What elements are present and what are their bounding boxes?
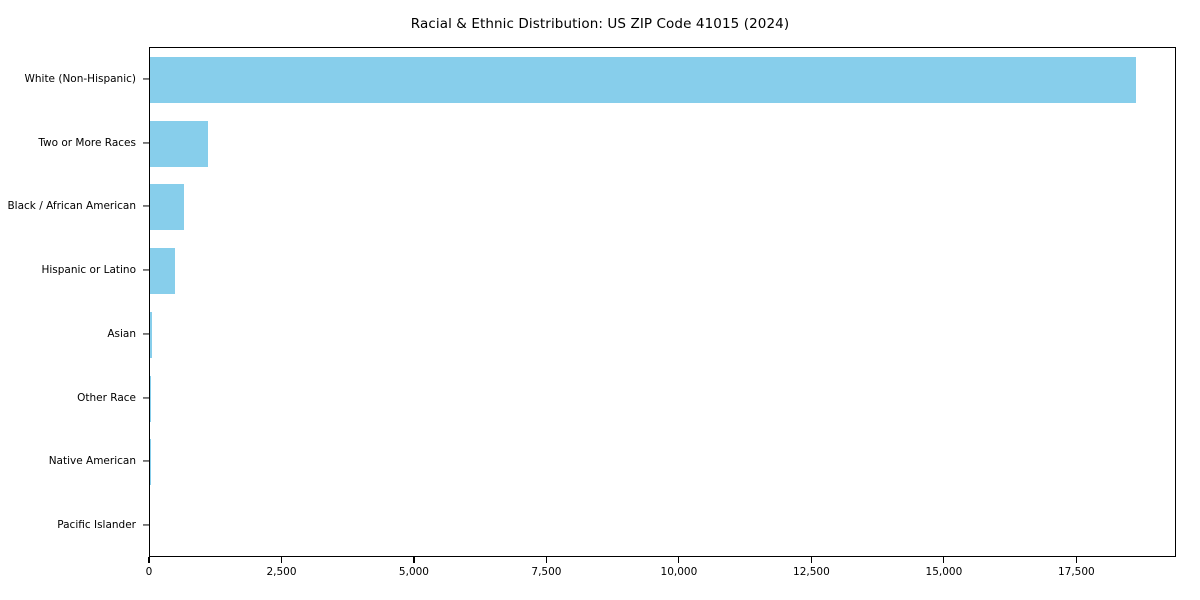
y-tick-label: Two or More Races <box>38 136 136 149</box>
plot-area <box>149 47 1176 557</box>
y-tick-label: White (Non-Hispanic) <box>24 72 136 85</box>
bar-white-non-hispanic[interactable] <box>150 56 1137 103</box>
y-tick-label: Pacific Islander <box>57 519 136 532</box>
chart-title: Racial & Ethnic Distribution: US ZIP Cod… <box>410 16 790 32</box>
x-tick-label: 2,500 <box>266 566 297 578</box>
x-tick-label: 5,000 <box>398 566 429 578</box>
y-tick-label: Native American <box>48 455 136 468</box>
x-tick-mark <box>678 557 680 563</box>
x-tick-label: 15,000 <box>925 566 963 578</box>
y-tick-mark <box>143 269 149 271</box>
y-axis: White (Non-Hispanic) Two or More Races Bla… <box>0 47 149 557</box>
bar-black-african-american[interactable] <box>150 184 184 231</box>
y-tick-mark <box>143 78 149 80</box>
bar-two-or-more-races[interactable] <box>150 120 209 167</box>
bar-hispanic-or-latino[interactable] <box>150 248 175 295</box>
x-tick-mark <box>545 557 547 563</box>
y-tick-label: Black / African American <box>7 200 136 213</box>
bars-layer <box>150 48 1175 556</box>
x-tick-label: 12,500 <box>793 566 830 578</box>
y-tick-mark <box>143 397 149 399</box>
x-tick-label: 10,000 <box>660 566 698 578</box>
x-tick-mark <box>148 557 150 563</box>
x-tick-mark <box>943 557 945 563</box>
x-axis: 0 2,500 5,000 7,500 10,000 12,500 15,000 17,500 <box>145 557 1176 600</box>
x-tick-mark <box>280 557 283 563</box>
y-tick-mark <box>143 333 149 335</box>
x-tick-label: 7,500 <box>531 566 562 578</box>
y-tick-label: Asian <box>107 327 136 340</box>
y-tick-label: Hispanic or Latino <box>41 264 136 277</box>
y-tick-mark <box>143 142 149 144</box>
y-tick-mark <box>143 524 149 526</box>
y-tick-mark <box>143 205 149 207</box>
x-tick-label: 0 <box>145 566 153 578</box>
x-tick-mark <box>413 557 415 563</box>
bar-other-race[interactable] <box>150 375 151 422</box>
bar-asian[interactable] <box>150 311 153 358</box>
x-tick-label: 17,500 <box>1057 566 1095 578</box>
y-tick-mark <box>143 460 149 462</box>
x-tick-mark <box>810 557 812 563</box>
x-tick-mark <box>1075 557 1077 563</box>
y-tick-label: Other Race <box>77 391 136 404</box>
